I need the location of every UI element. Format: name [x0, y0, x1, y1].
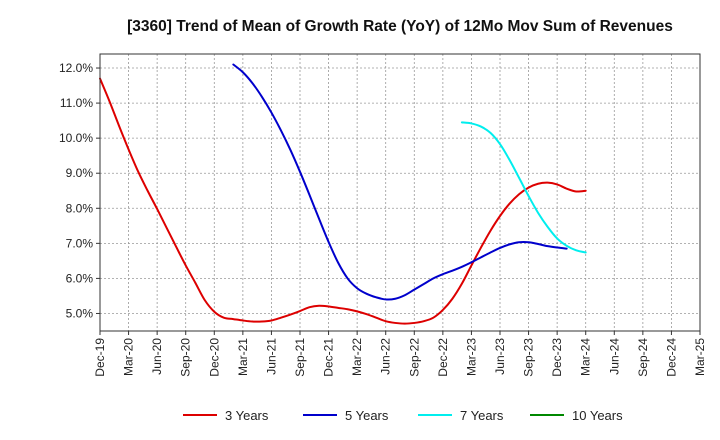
y-tick-label: 10.0%: [59, 131, 93, 145]
x-tick-label: Dec-22: [436, 338, 450, 377]
legend-label-7-years: 7 Years: [460, 408, 504, 423]
legend: 3 Years 5 Years 7 Years 10 Years: [183, 408, 623, 423]
x-tick-label: Sep-22: [407, 338, 421, 377]
x-tick-label: Sep-24: [636, 338, 650, 377]
legend-label-3-years: 3 Years: [225, 408, 269, 423]
chart-title: [3360] Trend of Mean of Growth Rate (YoY…: [127, 18, 673, 35]
y-tick-label: 6.0%: [66, 271, 94, 285]
x-tick-label: Dec-20: [207, 338, 221, 377]
x-tick-label: Mar-20: [122, 338, 136, 376]
series-line-3-years: [99, 77, 587, 325]
y-tick-label: 5.0%: [66, 306, 94, 320]
grid-lines: [100, 54, 700, 331]
x-tick-label: Mar-22: [350, 338, 364, 376]
plot-area: [100, 54, 700, 331]
x-tick-label: Mar-21: [236, 338, 250, 376]
legend-label-5-years: 5 Years: [345, 408, 389, 423]
x-tick-label: Dec-19: [93, 338, 107, 377]
y-tick-label: 7.0%: [66, 236, 94, 250]
x-tick-label: Sep-20: [179, 338, 193, 377]
x-tick-label: Sep-21: [293, 338, 307, 377]
x-tick-label: Jun-21: [264, 338, 278, 375]
y-tick-label: 8.0%: [66, 201, 94, 215]
x-tick-label: Sep-23: [522, 338, 536, 377]
x-tick-label: Jun-20: [150, 338, 164, 375]
x-tick-label: Mar-24: [579, 338, 593, 376]
y-tick-label: 11.0%: [60, 96, 93, 110]
plot-border: [99, 53, 701, 332]
x-tick-label: Dec-23: [550, 338, 564, 377]
plot-frame: [99, 53, 701, 332]
x-axis: Dec-19 Mar-20 Jun-20 Sep-20 Dec-20 Mar-21 Jun-…: [93, 331, 707, 377]
y-axis: 5.0% 6.0% 7.0% 8.0% 9.0% 10.0% 11.0% 12.0%: [59, 61, 100, 320]
x-tick-label: Jun-24: [607, 338, 621, 375]
x-tick-label: Jun-23: [493, 338, 507, 375]
x-tick-label: Jun-22: [379, 338, 393, 375]
plot-background: [100, 54, 700, 331]
series-lines: [99, 63, 587, 325]
y-tick-label: 9.0%: [66, 166, 94, 180]
x-tick-label: Mar-23: [464, 338, 478, 376]
x-tick-label: Mar-25: [693, 338, 707, 376]
legend-label-10-years: 10 Years: [572, 408, 623, 423]
series-line-7-years: [460, 121, 587, 254]
x-tick-label: Dec-24: [664, 338, 678, 377]
x-tick-label: Dec-21: [322, 338, 336, 377]
series-line-5-years: [232, 63, 568, 301]
y-tick-label: 12.0%: [59, 61, 93, 75]
